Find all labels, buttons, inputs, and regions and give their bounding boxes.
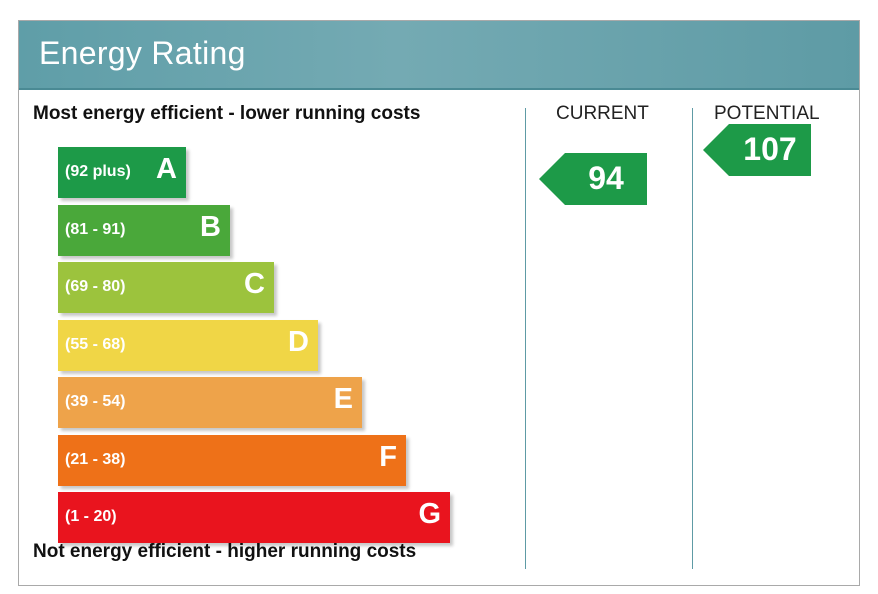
rating-bar-range: (55 - 68)	[65, 335, 126, 353]
rating-bar-range: (92 plus)	[65, 163, 131, 180]
rating-bar-letter: C	[244, 268, 265, 300]
rating-bar-range: (39 - 54)	[65, 393, 126, 410]
rating-arrow-value: 94	[588, 160, 624, 196]
rating-bar-range: (69 - 80)	[65, 278, 126, 295]
rating-bar-range: (21 - 38)	[65, 450, 126, 468]
rating-bar-b: (81 - 91) B	[58, 204, 230, 256]
divider-right	[692, 108, 693, 569]
rating-bar-letter: A	[156, 153, 177, 185]
divider-left	[525, 108, 526, 569]
rating-bar-letter: G	[418, 498, 441, 530]
caption-bottom: Not energy efficient - higher running co…	[33, 541, 417, 562]
rating-arrow-current: 94	[539, 153, 647, 205]
rating-bar-a: (92 plus) A	[58, 147, 186, 198]
rating-bar-letter: F	[379, 440, 397, 473]
rating-bar-range: (81 - 91)	[65, 220, 126, 238]
column-header-potential: POTENTIAL	[714, 103, 820, 124]
column-header-current: CURRENT	[556, 103, 649, 124]
energy-rating-panel: Energy Rating Most energy efficient - lo…	[18, 20, 860, 586]
rating-arrow-value: 107	[743, 131, 797, 167]
caption-top: Most energy efficient - lower running co…	[33, 103, 421, 124]
rating-bar-letter: D	[288, 325, 309, 358]
rating-bar-f: (21 - 38) F	[58, 434, 406, 486]
rating-bar-e: (39 - 54) E	[58, 377, 362, 428]
header: Energy Rating	[19, 21, 859, 90]
rating-bar-letter: B	[200, 210, 221, 243]
rating-bar-g: (1 - 20) G	[58, 492, 450, 543]
rating-bar-letter: E	[333, 383, 353, 415]
page-title: Energy Rating	[39, 35, 246, 71]
rating-bar-d: (55 - 68) D	[58, 319, 318, 371]
rating-bar-range: (1 - 20)	[65, 508, 117, 525]
rating-arrow-potential: 107	[703, 124, 811, 176]
rating-bar-c: (69 - 80) C	[58, 262, 274, 313]
